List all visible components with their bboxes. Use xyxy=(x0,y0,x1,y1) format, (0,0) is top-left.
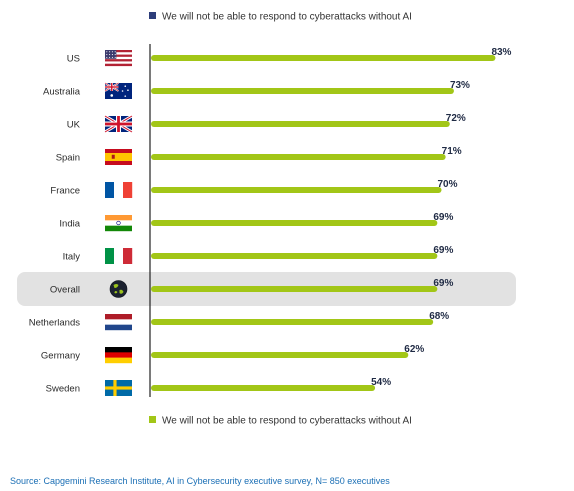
value-label: 54% xyxy=(371,377,391,388)
category-label: Sweden xyxy=(46,384,80,395)
category-label: Netherlands xyxy=(29,318,80,329)
france-flag-icon xyxy=(105,182,133,198)
bar xyxy=(151,154,446,160)
chart-row: Sweden 54% xyxy=(46,377,391,396)
globe-icon xyxy=(109,280,128,298)
chart-row: Overall 69% xyxy=(50,278,453,298)
bar xyxy=(151,253,438,259)
category-label: Spain xyxy=(56,153,80,164)
chart-row: Netherlands 68% xyxy=(29,311,449,331)
legend-bottom-label: We will not be able to respond to cybera… xyxy=(162,416,412,427)
legend-top-marker xyxy=(149,12,156,19)
chart-row: Spain 71% xyxy=(56,146,462,165)
value-label: 69% xyxy=(433,278,453,289)
value-label: 69% xyxy=(433,212,453,223)
bar xyxy=(151,187,442,193)
category-label: France xyxy=(50,186,80,197)
chart-row: Australia 73% xyxy=(43,80,470,99)
legend-bottom-marker xyxy=(149,416,156,423)
chart-row: Germany 62% xyxy=(41,344,424,364)
value-label: 69% xyxy=(433,245,453,256)
chart-row: France 70% xyxy=(50,179,458,198)
bar xyxy=(151,55,496,61)
chart-row: Italy 69% xyxy=(63,245,453,264)
india-flag-icon xyxy=(105,215,132,232)
spain-flag-icon xyxy=(105,149,132,165)
netherlands-flag-icon xyxy=(105,314,132,331)
bar xyxy=(151,385,376,391)
legend-top-label: We will not be able to respond to cybera… xyxy=(162,12,412,23)
bar xyxy=(151,319,434,325)
category-label: Italy xyxy=(63,252,81,263)
value-label: 68% xyxy=(429,311,449,322)
legend-top: We will not be able to respond to cybera… xyxy=(149,12,412,23)
category-label: India xyxy=(59,219,80,230)
uk-flag-icon xyxy=(104,114,133,134)
sweden-flag-icon xyxy=(105,380,132,396)
value-label: 73% xyxy=(450,80,470,91)
value-label: 70% xyxy=(437,179,457,190)
value-label: 62% xyxy=(404,344,424,355)
bar xyxy=(151,286,438,292)
value-label: 72% xyxy=(446,113,466,124)
chart-rows: US 83% Australia 73% UK 72% Spain 71% France 70% I… xyxy=(29,47,512,396)
value-label: 71% xyxy=(442,146,462,157)
bar xyxy=(151,88,454,94)
us-flag-icon xyxy=(105,50,132,67)
bar xyxy=(151,220,438,226)
category-label: Germany xyxy=(41,351,80,362)
italy-flag-icon xyxy=(105,248,133,264)
legend-bottom: We will not be able to respond to cybera… xyxy=(149,416,412,427)
chart-row: India 69% xyxy=(59,212,453,232)
value-label: 83% xyxy=(491,47,511,58)
bar xyxy=(151,121,450,127)
category-label: Overall xyxy=(50,285,80,296)
category-label: UK xyxy=(67,120,81,131)
bar xyxy=(151,352,409,358)
source-note: Source: Capgemini Research Institute, AI… xyxy=(10,476,390,486)
category-label: US xyxy=(67,54,80,65)
germany-flag-icon xyxy=(105,347,132,364)
chart-row: UK 72% xyxy=(67,113,466,134)
chart-row: US 83% xyxy=(67,47,512,67)
category-label: Australia xyxy=(43,87,81,98)
australia-flag-icon xyxy=(104,82,132,99)
